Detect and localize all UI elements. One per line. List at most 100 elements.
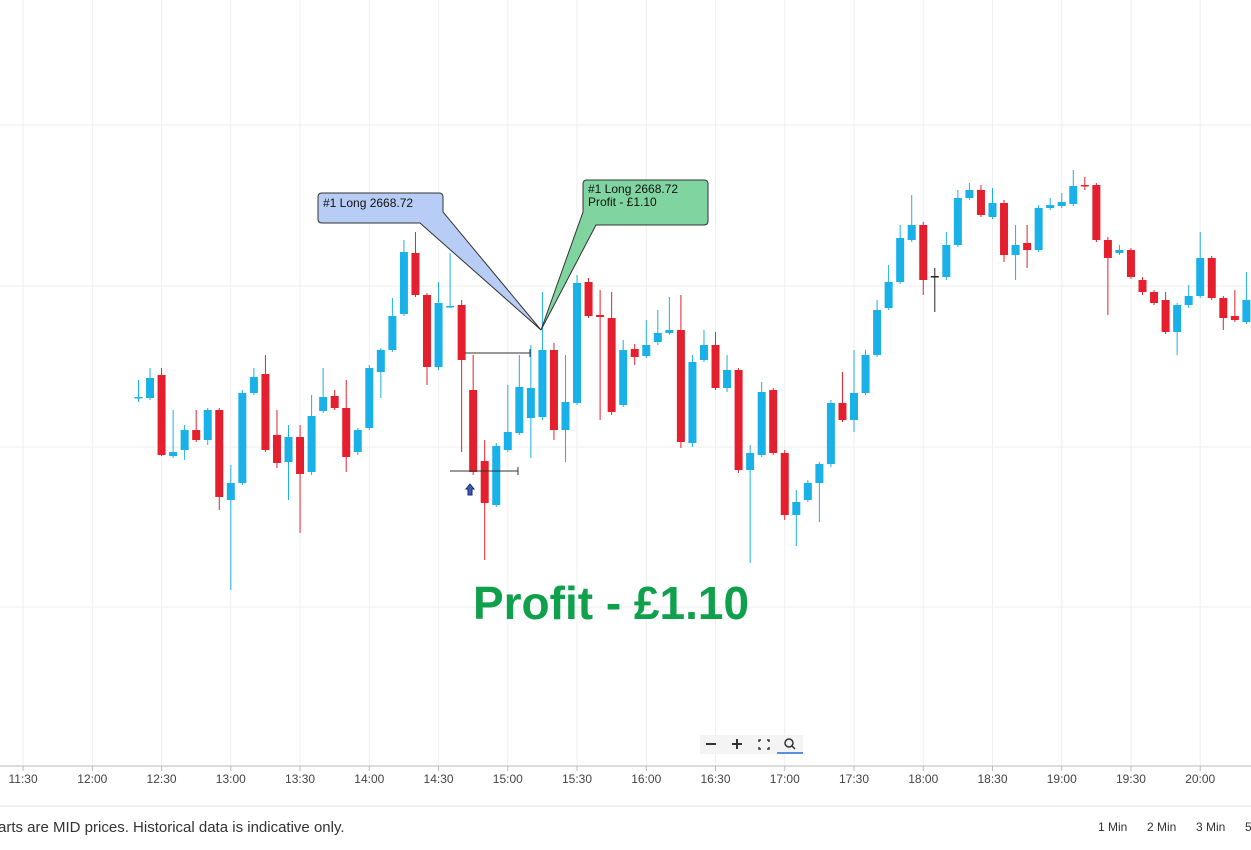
body [653, 333, 662, 342]
body [1173, 305, 1182, 332]
body [538, 350, 547, 417]
x-tick-label: 14:30 [424, 772, 454, 786]
interval[interactable]: 5 [1245, 820, 1251, 834]
body [388, 316, 397, 350]
body [930, 276, 939, 278]
exit-label: Profit - £1.10 [588, 195, 657, 209]
entry-label: #1 Long 2668.72 [323, 196, 413, 210]
x-tick-label: 20:00 [1185, 772, 1215, 786]
body [261, 374, 270, 450]
body [399, 252, 408, 314]
x-tick-label: 14:00 [354, 772, 384, 786]
body [561, 402, 570, 430]
x-tick-label: 18:30 [977, 772, 1007, 786]
body [342, 408, 351, 457]
x-tick-label: 15:30 [562, 772, 592, 786]
body [861, 355, 870, 393]
fullscreen[interactable] [758, 739, 770, 750]
body [792, 502, 801, 515]
x-tick-label: 19:30 [1116, 772, 1146, 786]
body [896, 238, 905, 282]
x-tick-label: 17:00 [770, 772, 800, 786]
x-tick-label: 19:00 [1047, 772, 1077, 786]
exit-callout [540, 179, 709, 331]
body [492, 446, 501, 505]
x-tick-label: 13:30 [285, 772, 315, 786]
body [1011, 245, 1020, 255]
body [723, 370, 732, 388]
x-tick-label: 13:00 [216, 772, 246, 786]
body [1034, 208, 1043, 250]
body [480, 461, 489, 503]
body [769, 390, 778, 453]
body [272, 435, 281, 463]
zoom-controls [700, 735, 803, 754]
body [1115, 250, 1124, 253]
body [249, 377, 258, 393]
body [596, 315, 605, 317]
body [180, 430, 189, 450]
body [1000, 203, 1009, 255]
body [953, 198, 962, 245]
body [307, 416, 316, 472]
body [665, 330, 674, 333]
body [284, 437, 293, 462]
body [873, 310, 882, 355]
body [1069, 186, 1078, 204]
body [734, 370, 743, 470]
body [826, 403, 835, 464]
body [711, 345, 720, 388]
body [515, 387, 524, 433]
h-grid [0, 124, 1251, 608]
body [1138, 280, 1147, 292]
candles [134, 170, 1251, 590]
interval[interactable]: 1 Min [1098, 820, 1127, 834]
zoom-bar [700, 735, 803, 754]
body [226, 483, 235, 500]
body [976, 190, 985, 215]
body [942, 245, 951, 277]
body [1161, 300, 1170, 332]
x-tick-label: 17:30 [839, 772, 869, 786]
exit-label: #1 Long 2668.72 [588, 182, 678, 196]
body [1080, 185, 1089, 187]
footer-note: arts are MID prices. Historical data is … [0, 819, 345, 836]
zoom-reset-handle [791, 745, 796, 750]
body [169, 452, 178, 456]
body [642, 345, 651, 356]
body [699, 345, 708, 360]
body [365, 368, 374, 428]
x-tick-label: 11:30 [9, 772, 38, 786]
body [526, 388, 535, 418]
zoom-reset[interactable] [784, 738, 794, 748]
x-tick-label: 18:00 [908, 772, 938, 786]
zoom-in[interactable] [732, 739, 742, 749]
headline: Profit - £1.10 [473, 577, 749, 629]
body [423, 295, 432, 367]
body [1184, 296, 1193, 305]
interval[interactable]: 3 Min [1196, 820, 1225, 834]
body [1092, 185, 1101, 240]
x-ticks: 11:30 12:00 12:30 13:00 13:30 14:00 14:30 15:00… [9, 766, 1216, 786]
buy-arrow [464, 483, 476, 496]
x-tick-label: 12:00 [77, 772, 107, 786]
body [1230, 316, 1239, 320]
x-tick-label: 12:30 [147, 772, 177, 786]
body [884, 282, 893, 308]
body [469, 390, 478, 472]
body [296, 437, 305, 474]
body [850, 393, 859, 420]
body [457, 305, 466, 360]
body [815, 464, 824, 483]
body [1219, 298, 1228, 318]
interval[interactable]: 2 Min [1147, 820, 1176, 834]
body [157, 375, 166, 455]
body [203, 410, 212, 440]
body [584, 282, 593, 316]
body [411, 253, 420, 295]
body [965, 190, 974, 198]
body [1103, 240, 1112, 258]
body [192, 430, 201, 440]
body [676, 330, 685, 442]
